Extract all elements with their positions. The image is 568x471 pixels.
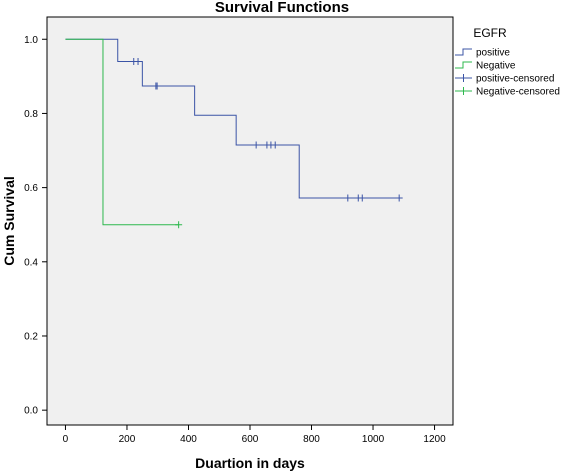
- x-axis-ticks: 0 200 400 600 800 1000 1200: [63, 425, 446, 445]
- y-axis-label: Cum Survival: [1, 176, 17, 265]
- legend-title: EGFR: [473, 26, 507, 40]
- censored-marker-positive: [358, 194, 366, 202]
- legend: EGFR positive Negative positive-censored Ne…: [455, 26, 560, 98]
- x-tick-label: 800: [303, 434, 320, 445]
- y-tick-label: 0.4: [24, 257, 38, 268]
- y-axis-ticks: 0.0 0.2 0.4 0.6 0.8 1.0: [24, 35, 47, 417]
- legend-entry-label: Negative-censored: [476, 87, 560, 98]
- legend-swatch-marker: [455, 74, 472, 82]
- censored-marker-positive: [153, 82, 161, 90]
- y-tick-label: 0.0: [24, 406, 38, 417]
- plot-area: [46, 16, 454, 426]
- series-layer: [65, 38, 403, 229]
- legend-swatch-line: [455, 48, 472, 56]
- y-tick-label: 0.8: [24, 109, 38, 120]
- censored-marker-positive: [252, 141, 260, 149]
- x-tick-label: 1000: [362, 434, 385, 445]
- censored-marker-positive: [134, 58, 142, 66]
- x-tick-label: 400: [180, 434, 197, 445]
- chart-title: Survival Functions: [215, 0, 349, 16]
- x-axis-label: Duartion in days: [195, 455, 305, 471]
- censored-marker-negative: [175, 221, 183, 229]
- censored-marker-positive: [344, 194, 352, 202]
- legend-swatch-marker: [455, 87, 472, 95]
- y-tick-label: 1.0: [24, 35, 38, 46]
- censored-marker-positive: [395, 194, 403, 202]
- censored-marker-positive: [271, 141, 279, 149]
- legend-entry-label: Negative: [476, 61, 516, 72]
- legend-entry-label: positive: [476, 48, 510, 59]
- series-line-negative: [65, 38, 179, 226]
- x-tick-label: 600: [242, 434, 259, 445]
- legend-swatch-line: [455, 61, 472, 69]
- legend-entries: positive Negative positive-censored Negativ…: [455, 48, 560, 98]
- x-tick-label: 0: [63, 434, 69, 445]
- x-tick-label: 1200: [423, 434, 446, 445]
- y-tick-label: 0.2: [24, 331, 38, 342]
- series-line-positive: [65, 38, 400, 199]
- legend-entry-label: positive-censored: [476, 74, 554, 85]
- x-tick-label: 200: [119, 434, 136, 445]
- y-tick-label: 0.6: [24, 183, 38, 194]
